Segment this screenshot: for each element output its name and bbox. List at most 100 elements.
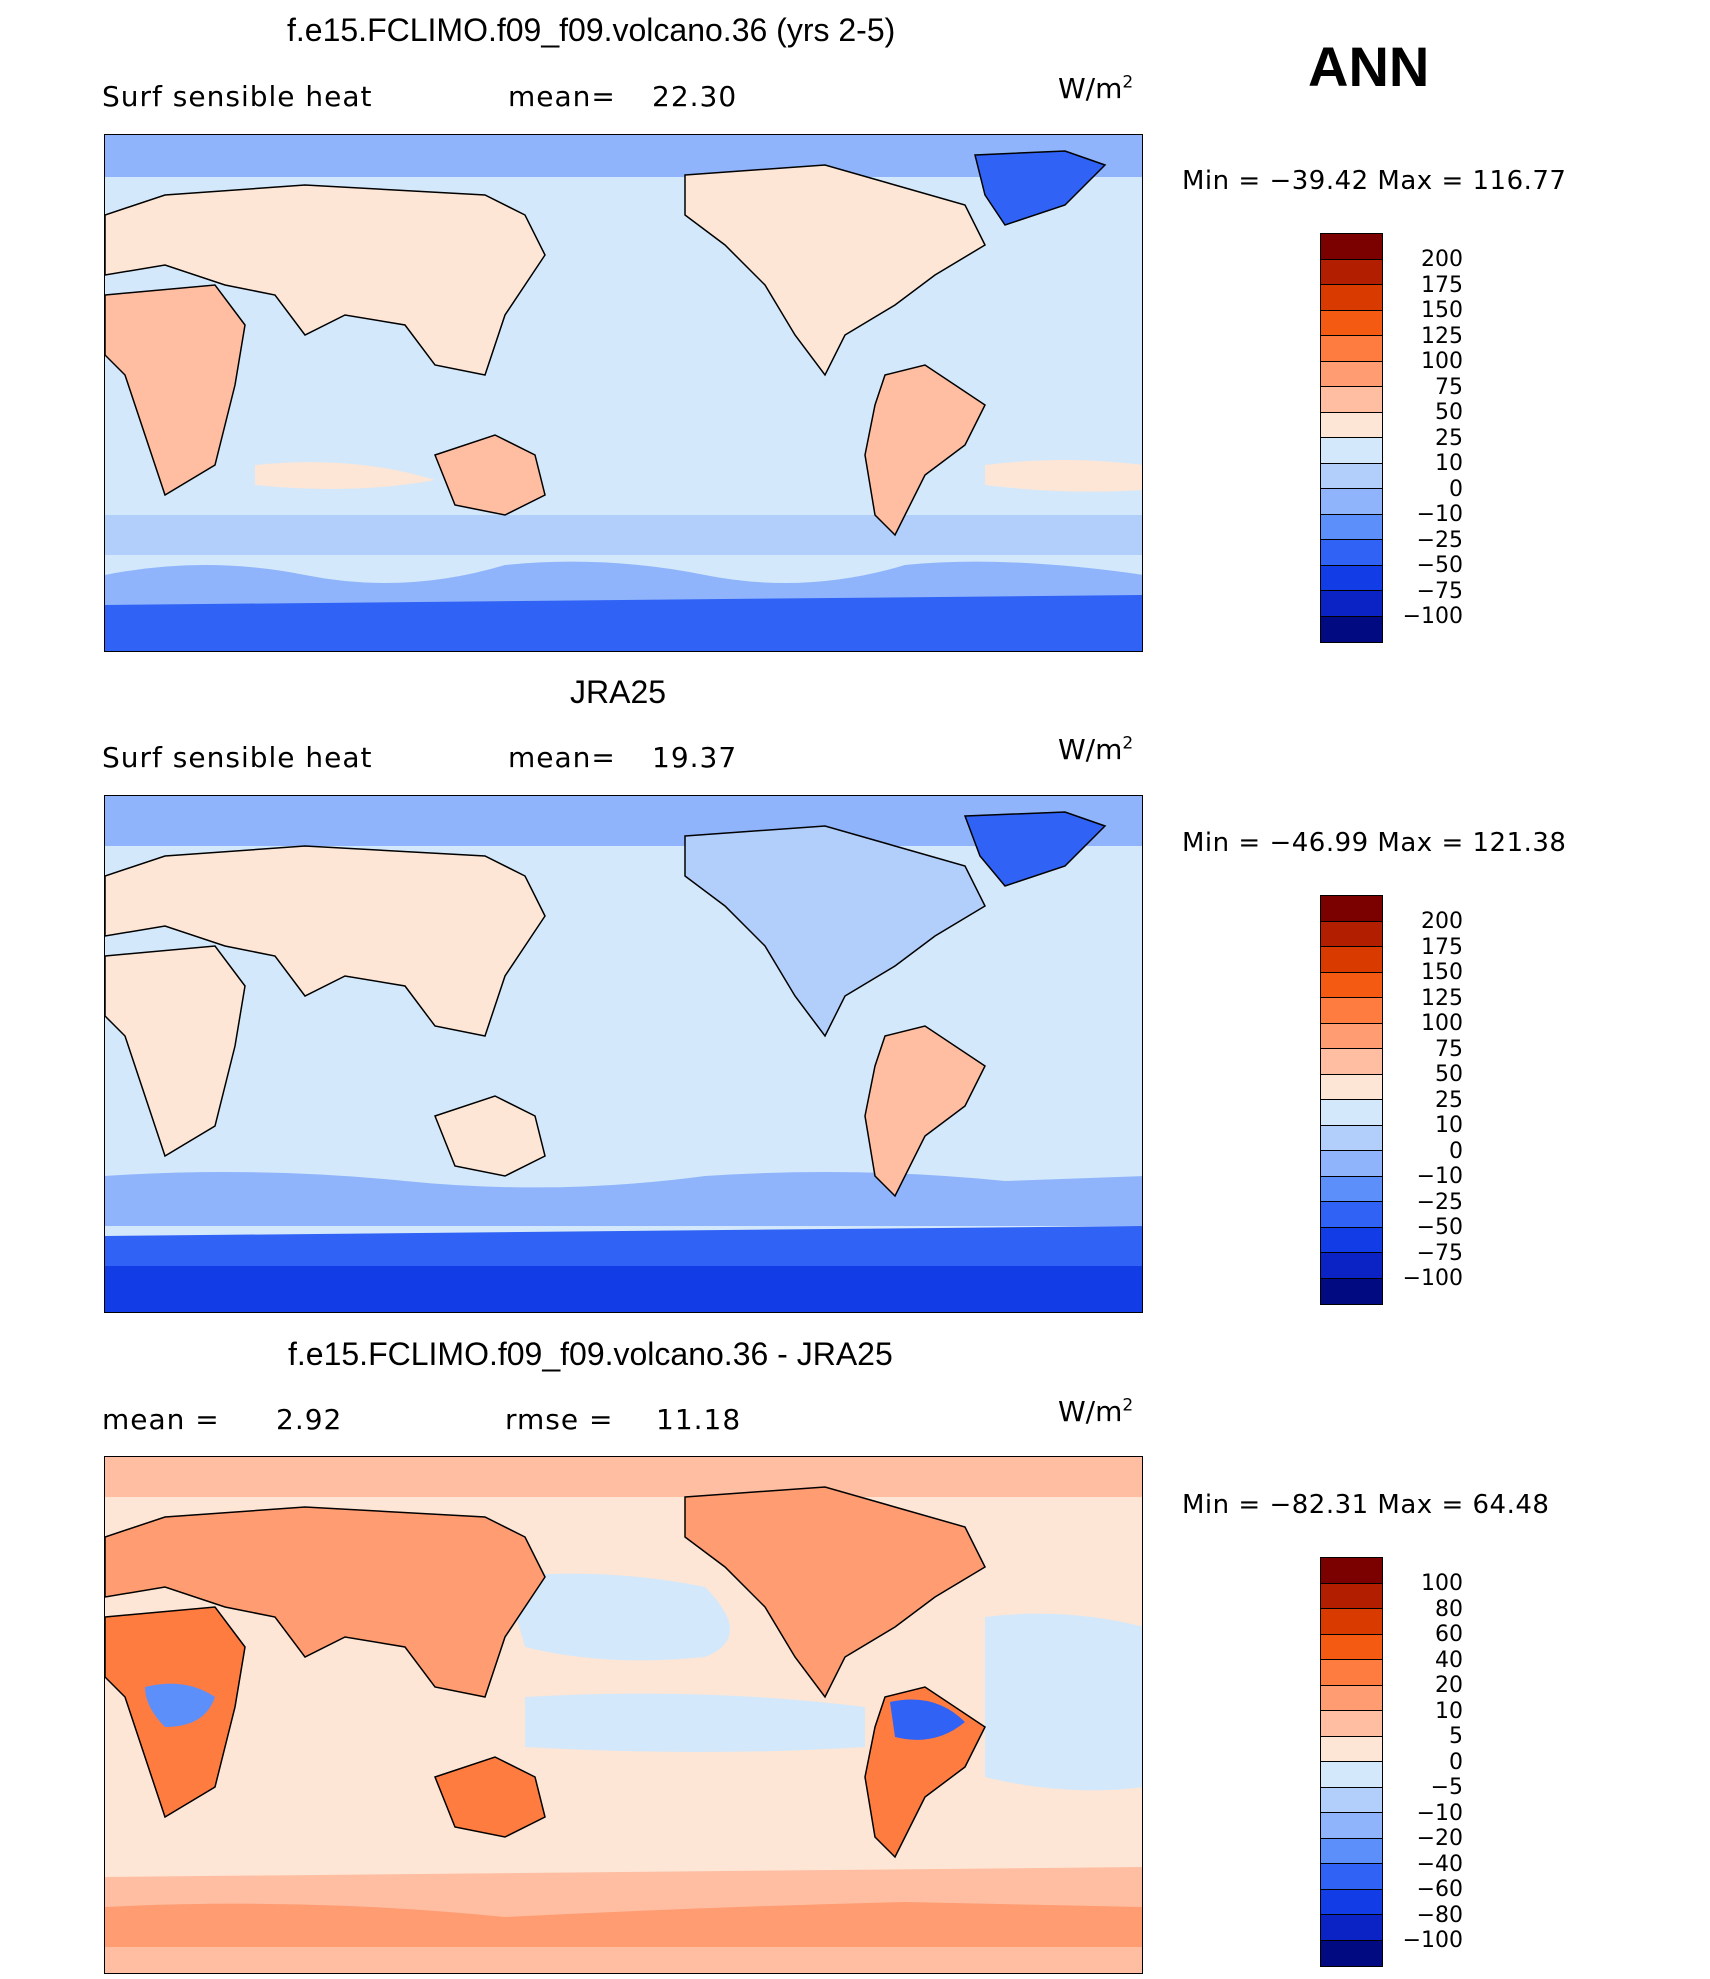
colorbar-1-box [1321,361,1382,387]
colorbar-2-box [1321,998,1382,1024]
colorbar-3-label: −80 [1416,1902,1463,1928]
eurasia [105,1506,546,1698]
colorbar-2-label: 50 [1435,1062,1463,1087]
colorbar-1-label: 150 [1421,298,1463,323]
colorbar-3-box [1321,1762,1382,1788]
colorbar-2-box [1321,1049,1382,1075]
panel-1-mean-label: mean= [508,80,616,113]
colorbar-1-box [1321,489,1382,515]
colorbar-2-label: −100 [1402,1266,1463,1291]
colorbar-1-label: 125 [1421,323,1463,349]
colorbar-2-box [1321,1151,1382,1177]
colorbar-1-label: 175 [1421,272,1463,298]
colorbar-1-box [1321,591,1382,617]
colorbar-1-box [1321,234,1382,260]
colorbar-2-box [1321,1074,1382,1100]
colorbar-2-label: −75 [1416,1240,1463,1266]
colorbar-2-label: 125 [1421,985,1463,1011]
panel-3-min-max: Min = −82.31 Max = 64.48 [1182,1490,1550,1520]
panel-2-units: W/m2 [1058,733,1134,766]
colorbar-3-box [1321,1889,1382,1915]
colorbar-3-box [1321,1915,1382,1941]
south-america [864,1025,986,1198]
tropical-pacific-cool [525,1693,865,1752]
panel-3-rmse-label: rmse = [505,1403,614,1436]
colorbar-1-box [1321,310,1382,336]
colorbar-3-box [1321,1813,1382,1839]
colorbar-1-label: −25 [1416,527,1463,553]
colorbar-3-label: 10 [1435,1698,1463,1724]
north-america [684,825,986,1038]
atlantic-cool [985,1613,1142,1791]
africa [105,284,246,497]
colorbar-2-box [1321,1253,1382,1279]
colorbar-1-label: 50 [1435,400,1463,425]
colorbar-2-label: 25 [1435,1087,1463,1113]
colorbar-2-label: −25 [1416,1189,1463,1215]
australia [434,1095,546,1177]
colorbar-1-box [1321,565,1382,591]
colorbar-1-box [1321,336,1382,362]
subtropical-band-b [985,460,1142,492]
colorbar-2-label: 75 [1435,1036,1463,1062]
panel-2-min-max: Min = −46.99 Max = 121.38 [1182,828,1567,858]
colorbar-3-box [1321,1838,1382,1864]
colorbar-3-label: −100 [1402,1928,1463,1953]
colorbar-3-box [1321,1711,1382,1737]
colorbar-1-label: 100 [1421,349,1463,374]
south-america [864,364,986,537]
greenland [963,811,1107,887]
colorbar-3-box [1321,1609,1382,1635]
panel-1-mean-value: 22.30 [652,80,738,113]
colorbar-2-box [1321,947,1382,973]
colorbar-1-box [1321,463,1382,489]
australia [434,434,546,516]
colorbar-3-label: 5 [1449,1724,1463,1749]
colorbar-3-label: 20 [1435,1673,1463,1698]
panel-3-mean-value: 2.92 [276,1403,343,1436]
colorbar-3-label: 40 [1435,1647,1463,1673]
colorbar-2-label: 10 [1435,1113,1463,1138]
colorbar-2-box [1321,896,1382,922]
panel-2-map-svg [105,796,1142,1312]
colorbar-1-box [1321,514,1382,540]
panel-3-map [104,1456,1143,1974]
subtropical-band-a [255,462,435,489]
colorbar-2-box [1321,1227,1382,1253]
panel-2-colorbar [1320,895,1383,1305]
colorbar-3-box [1321,1864,1382,1890]
colorbar-2-box [1321,1100,1382,1126]
southern-ocean-band [105,515,1142,555]
panel-2-variable-label: Surf sensible heat [102,741,373,774]
colorbar-2-box [1321,1278,1382,1304]
panel-2-title: JRA25 [570,674,667,710]
antarctic-coast-band [105,1902,1142,1947]
colorbar-1-box [1321,540,1382,566]
colorbar-3-box [1321,1736,1382,1762]
colorbar-3-box [1321,1583,1382,1609]
australia [434,1756,546,1838]
africa [105,945,246,1158]
colorbar-3-box [1321,1787,1382,1813]
panel-1-min-max: Min = −39.42 Max = 116.77 [1182,166,1567,196]
colorbar-2-label: 175 [1421,934,1463,960]
colorbar-2-label: 200 [1421,909,1463,934]
colorbar-1-label: −50 [1416,553,1463,578]
panel-2-mean-label: mean= [508,741,616,774]
north-america [684,1486,986,1699]
colorbar-3-box [1321,1660,1382,1686]
colorbar-3-box [1321,1558,1382,1584]
colorbar-3-box [1321,1685,1382,1711]
antarctica [105,1266,1142,1312]
arctic-band [105,135,1142,177]
colorbar-3-label: −5 [1430,1775,1463,1800]
colorbar-2-box [1321,1176,1382,1202]
colorbar-1-box [1321,387,1382,413]
colorbar-3-label: 0 [1449,1749,1463,1775]
colorbar-1-box [1321,616,1382,642]
colorbar-3-label: −10 [1416,1800,1463,1826]
eurasia [105,845,546,1037]
colorbar-3-label: −20 [1416,1826,1463,1851]
colorbar-1-label: 75 [1435,374,1463,400]
colorbar-2-label: 100 [1421,1011,1463,1036]
